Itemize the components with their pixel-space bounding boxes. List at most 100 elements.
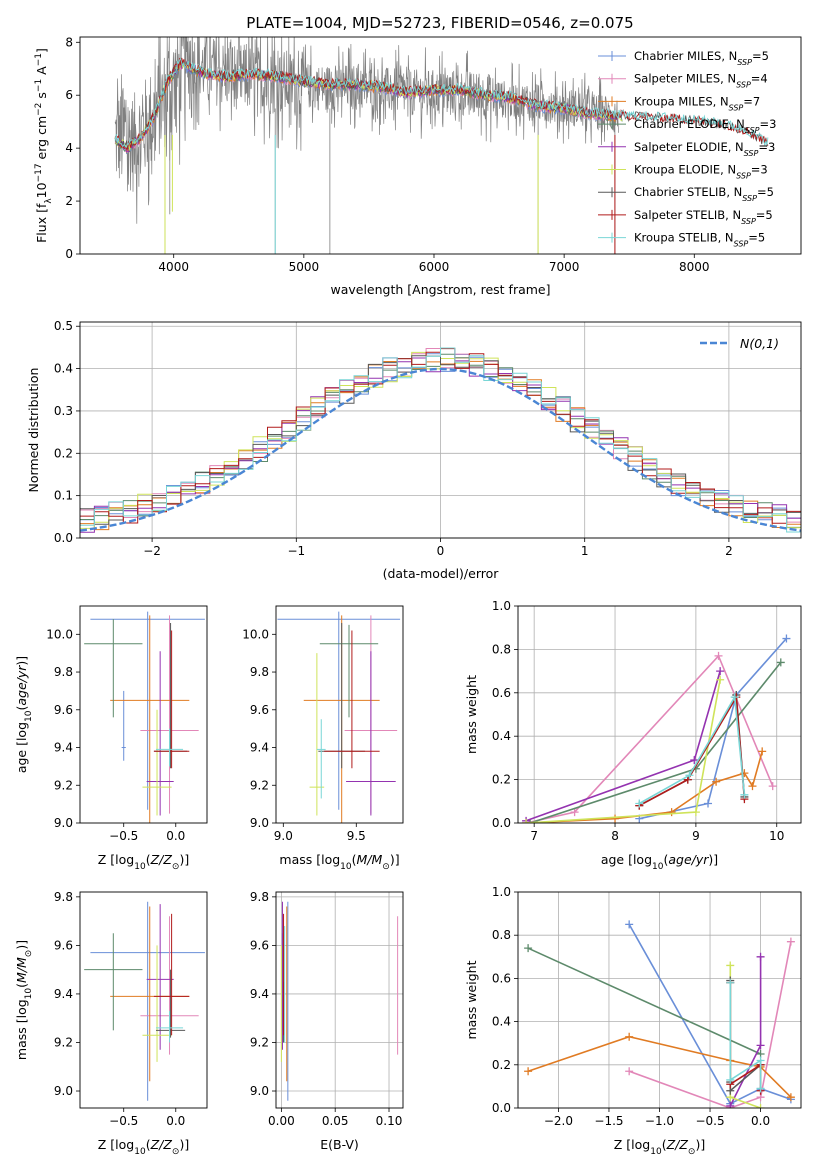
weight-marker: [611, 814, 620, 823]
y-tick-label: 0: [65, 247, 73, 261]
weight-marker: [570, 808, 579, 817]
weight-marker: [758, 747, 767, 756]
y-tick-label: 9.0: [54, 1084, 73, 1098]
x-axis-label-part: )]: [708, 852, 718, 867]
x-axis-label-part: Z [log: [614, 1137, 650, 1152]
legend-entry-count: =3: [751, 163, 768, 177]
y-tick-label: 9.6: [54, 703, 73, 717]
x-tick-label: 5000: [289, 260, 320, 274]
y-tick-label: 9.8: [54, 890, 73, 904]
x-axis-label-part: (: [146, 1137, 151, 1152]
legend-entry-name: Salpeter STELIB, N: [634, 208, 741, 222]
y-tick-label: 0.2: [492, 1058, 511, 1072]
plot-area: [114, 37, 769, 254]
age-vs-mass-panel: 9.0 9.5 9.0 9.2 9.4 9.6 9.8 10.0 mass [log10(M/M…: [242, 605, 404, 872]
weight-age-x-label: age [log10(age/yr)]: [601, 852, 718, 872]
weight-marker: [691, 808, 700, 817]
y-axis-label-part: (: [14, 706, 29, 711]
legend-entry-sub: SSP: [736, 171, 751, 180]
axes-frame: [79, 891, 208, 1109]
y-tick-label: 0.4: [54, 362, 73, 376]
legend-entry-sub: SSP: [734, 239, 749, 248]
y-axis-label-part: mass [log: [14, 999, 29, 1060]
y-axis-label-part: −1: [34, 53, 44, 66]
weight-marker: [716, 675, 725, 684]
y-tick-label: 0.2: [492, 773, 511, 787]
weight-marker: [726, 1101, 735, 1108]
weight-marker: [756, 952, 765, 961]
age-z-x-label: Z [log10(Z/Z⊙)]: [98, 852, 189, 872]
legend-entry-count: =4: [751, 72, 768, 86]
y-tick-label: 9.4: [250, 987, 269, 1001]
weight-line: [729, 956, 762, 1107]
y-tick-label: 9.8: [250, 890, 269, 904]
spectrum-panel: 4000 5000 6000 7000 8000 0 2 4 6 8 wavelength [Ang…: [34, 35, 802, 297]
y-tick-label: 0.0: [492, 1101, 511, 1115]
y-tick-label: 0.8: [492, 928, 511, 942]
weight-marker: [716, 667, 725, 676]
y-axis-label-part: Normed distribution: [26, 368, 41, 493]
ebv-x-label: E(B-V): [320, 1137, 359, 1152]
x-axis-label-part: 10: [134, 862, 146, 872]
weight-line: [638, 694, 746, 807]
x-axis-label-part: (data-model)/error: [383, 566, 500, 581]
weight-marker: [782, 634, 791, 643]
plot-area: [84, 611, 205, 823]
weight-marker: [690, 756, 699, 765]
y-tick-label: 9.2: [250, 1035, 269, 1049]
legend-entry-name: Chabrier MILES, N: [634, 49, 737, 63]
x-axis-label-part: E(B-V): [320, 1137, 359, 1152]
legend-entry: Chabrier MILES, NSSP=5: [634, 49, 769, 67]
legend-entry-count: =3: [760, 117, 777, 131]
plot-area: [84, 901, 205, 1101]
y-tick-label: 9.8: [54, 665, 73, 679]
y-tick-label: 0.6: [492, 686, 511, 700]
y-tick-label: 9.0: [250, 816, 269, 830]
y-tick-label: 10.0: [46, 627, 73, 641]
y-tick-label: 9.6: [54, 938, 73, 952]
plot-area: [80, 347, 801, 533]
legend-entry-sub: SSP: [742, 194, 757, 203]
x-axis-label-part: (: [663, 852, 668, 867]
axes-frame: [79, 36, 802, 255]
weight-marker: [756, 1084, 765, 1093]
y-tick-label: 9.4: [54, 987, 73, 1001]
legend-entry: Kroupa STELIB, NSSP=5: [634, 231, 765, 249]
weight-marker: [714, 651, 723, 660]
y-tick-label: 1.0: [492, 599, 511, 613]
observed-spectrum-line: [114, 37, 619, 224]
x-axis-label-part: 10: [134, 1147, 146, 1157]
x-axis-label-part: Z/Z: [666, 1137, 689, 1152]
legend-entry-count: =5: [748, 231, 765, 245]
legend-entry: Kroupa MILES, NSSP=7: [634, 94, 760, 112]
y-axis-label-part: mass weight: [464, 675, 479, 754]
weight-marker: [748, 782, 757, 791]
y-tick-label: 2: [65, 194, 73, 208]
mass-vs-ebv-panel: 0.00 0.05 0.10 9.0 9.2 9.4 9.6 9.8 E(B-V): [250, 890, 404, 1152]
age-z-y-label: age [log10(age/yr)]: [14, 656, 34, 773]
weight-marker: [625, 920, 634, 929]
y-tick-label: 6: [65, 88, 73, 102]
y-tick-label: 9.2: [250, 778, 269, 792]
weight-line: [525, 654, 774, 823]
legend-entry-name: Kroupa STELIB, N: [634, 231, 734, 245]
x-tick-label: 0: [437, 544, 445, 558]
plot-area: [524, 920, 795, 1108]
x-tick-label: −2: [143, 544, 161, 558]
y-tick-label: 9.4: [54, 741, 73, 755]
x-axis-label-part: (: [352, 852, 357, 867]
weight-marker: [756, 1104, 765, 1108]
y-tick-label: 0.0: [54, 531, 73, 545]
legend-entry-count: =5: [757, 185, 774, 199]
x-axis-label-part: Z/Z: [150, 852, 173, 867]
y-axis-label-part: ]: [34, 48, 49, 53]
legend-entry-sub: SSP: [737, 58, 752, 67]
weight-line: [526, 679, 721, 823]
y-axis-label-part: ⊙: [24, 950, 34, 958]
weight-marker: [625, 1067, 634, 1076]
x-axis-label-part: Z [log: [98, 1137, 134, 1152]
legend-entry-name: Salpeter MILES, N: [634, 72, 736, 86]
weight-marker: [730, 693, 739, 702]
x-tick-label: 9.0: [274, 829, 293, 843]
y-axis-label-part: −2: [34, 103, 44, 116]
